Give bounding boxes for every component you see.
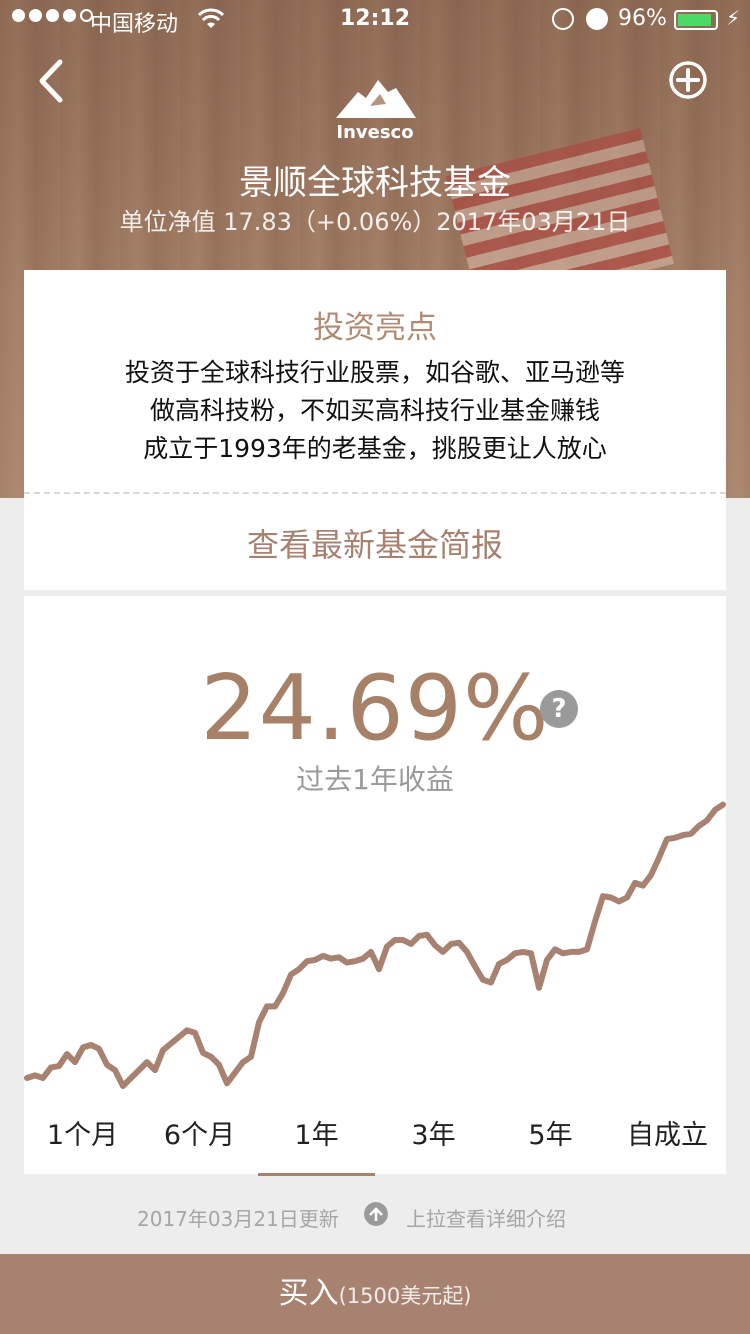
highlights-title: 投资亮点 [313, 310, 437, 346]
brand-logo: Invesco [330, 76, 420, 146]
tab-1-month[interactable]: 1个月 [46, 1120, 119, 1151]
highlight-line: 成立于1993年的老基金，挑股更让人放心 [143, 434, 607, 463]
tab-6-months[interactable]: 6个月 [163, 1120, 236, 1151]
highlights-list: 投资于全球科技行业股票，如谷歌、亚马逊等 做高科技粉，不如买高科技行业基金赚钱 … [24, 354, 726, 468]
question-circle-icon[interactable]: ? [540, 690, 578, 728]
pull-up-hint[interactable]: 上拉查看详细介绍 [406, 1207, 566, 1231]
tab-since-inception[interactable]: 自成立 [627, 1120, 708, 1151]
battery-icon [674, 10, 718, 30]
dashed-divider [24, 492, 726, 494]
arrow-up-circle-icon[interactable] [364, 1202, 388, 1226]
tab-1-year[interactable]: 1年 [258, 1114, 375, 1176]
wifi-icon [198, 8, 224, 28]
alarm-icon [586, 8, 608, 30]
fund-nav-info: 单位净值 17.83（+0.06%）2017年03月21日 [119, 208, 631, 236]
series-line [24, 801, 726, 1089]
signal-strength-icon [12, 9, 93, 22]
buy-minimum: (1500美元起) [338, 1284, 472, 1308]
brand-name: Invesco [336, 122, 414, 143]
status-bar: 中国移动 12:12 96% ⚡ [0, 0, 750, 40]
hero-background [0, 0, 750, 498]
plus-circle-icon[interactable] [668, 60, 708, 100]
fund-report-link[interactable]: 查看最新基金简报 [246, 526, 503, 564]
tab-3-years[interactable]: 3年 [411, 1120, 456, 1151]
fund-name: 景顺全球科技基金 [239, 163, 511, 203]
highlight-line: 投资于全球科技行业股票，如谷歌、亚马逊等 [124, 358, 625, 387]
battery-percent: 96% [618, 6, 667, 31]
return-label: 过去1年收益 [296, 763, 454, 796]
buy-label: 买入 [278, 1276, 339, 1311]
performance-line-chart [24, 801, 726, 1089]
charging-bolt-icon: ⚡ [726, 6, 741, 30]
update-info-row: 2017年03月21日更新 上拉查看详细介绍 [0, 1198, 750, 1232]
update-date: 2017年03月21日更新 [137, 1207, 339, 1231]
return-value: 24.69% [200, 656, 550, 761]
performance-card: 24.69% ? 过去1年收益 1个月 6个月 1年 3年 5年 自成立 [24, 596, 726, 1176]
highlights-card: 投资亮点 投资于全球科技行业股票，如谷歌、亚马逊等 做高科技粉，不如买高科技行业… [24, 270, 726, 590]
buy-button[interactable]: 买入(1500美元起) [0, 1254, 750, 1334]
rotation-lock-icon [552, 8, 574, 30]
mountain-logo-icon [336, 80, 416, 118]
carrier-name: 中国移动 [90, 12, 179, 37]
highlight-line: 做高科技粉，不如买高科技行业基金赚钱 [149, 396, 600, 425]
clock: 12:12 [339, 6, 411, 31]
period-tabs: 1个月 6个月 1年 3年 5年 自成立 [24, 1114, 726, 1176]
chevron-left-icon[interactable] [32, 56, 76, 106]
tab-5-years[interactable]: 5年 [528, 1120, 573, 1151]
